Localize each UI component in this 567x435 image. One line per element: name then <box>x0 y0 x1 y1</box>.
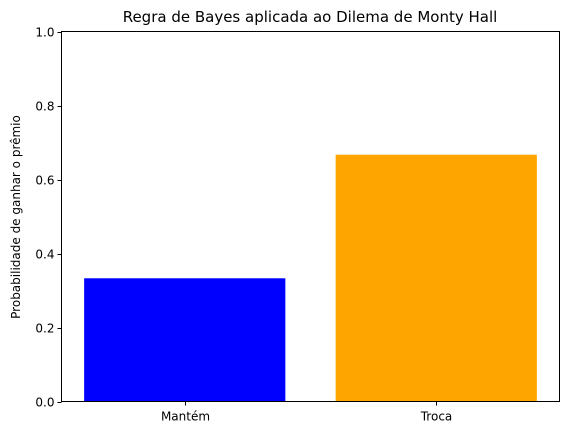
chart-title: Regra de Bayes aplicada ao Dilema de Mon… <box>123 8 498 26</box>
bar-0 <box>84 278 286 402</box>
y-tick-label-1: 0.2 <box>35 322 54 336</box>
x-axis-ticks: Mantém Troca <box>161 401 453 424</box>
x-tick-label-1: Troca <box>420 410 453 424</box>
y-tick-label-3: 0.6 <box>35 174 54 188</box>
y-axis-ticks: 0.0 0.2 0.4 0.6 0.8 1.0 <box>35 26 62 410</box>
x-tick-label-0: Mantém <box>161 410 210 424</box>
y-tick-label-2: 0.4 <box>35 248 54 262</box>
plot-frame <box>61 31 560 402</box>
y-tick-label-5: 1.0 <box>35 26 54 40</box>
bar-1 <box>335 154 537 402</box>
y-axis-label: Probabilidade de ganhar o prêmio <box>9 115 23 319</box>
y-tick-label-4: 0.8 <box>35 100 54 114</box>
bars-group <box>84 154 537 402</box>
y-tick-label-0: 0.0 <box>35 396 54 410</box>
